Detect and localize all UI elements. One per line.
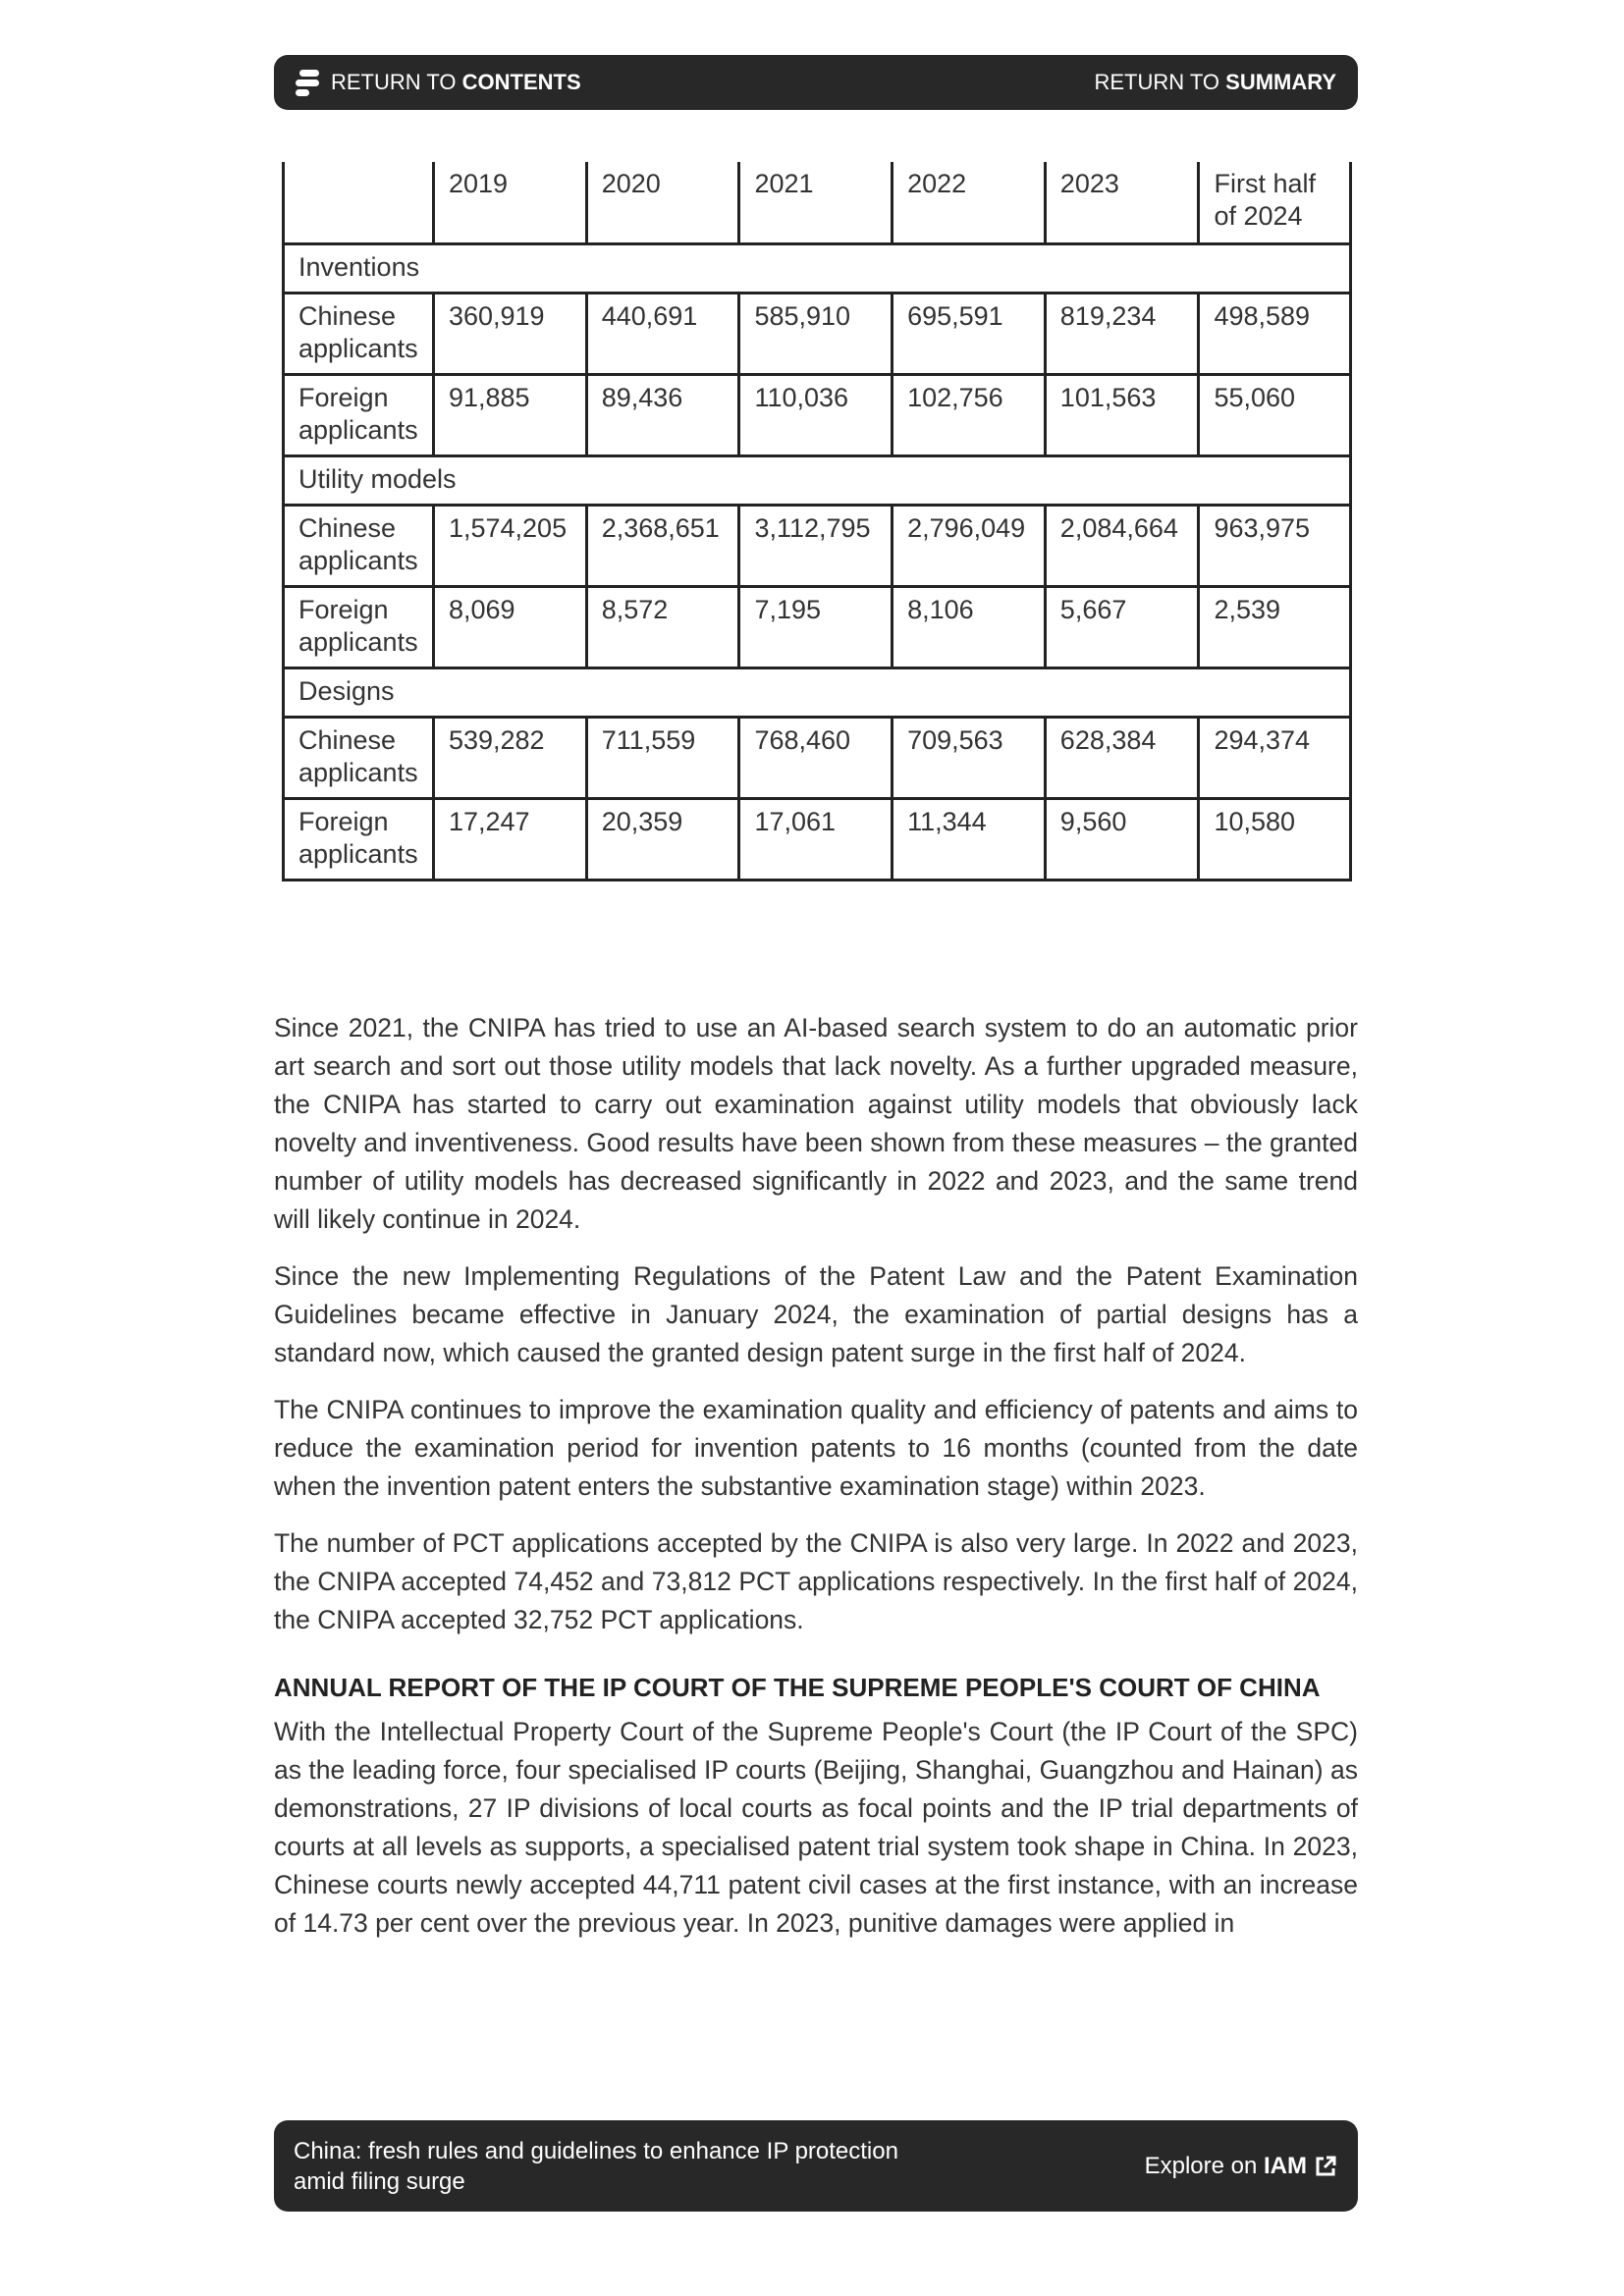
section-row: Designs: [282, 667, 1352, 719]
table-cell: 17,247: [431, 797, 588, 881]
return-to-summary-label: RETURN TO SUMMARY: [1094, 70, 1336, 95]
return-to-summary-link[interactable]: RETURN TO SUMMARY: [1094, 70, 1336, 95]
table-cell: 585,910: [737, 292, 894, 376]
article-title-line: amid filing surge: [294, 2167, 465, 2195]
label-bold: CONTENTS: [461, 70, 581, 94]
section-heading: ANNUAL REPORT OF THE IP COURT OF THE SUP…: [274, 1673, 1321, 1702]
explore-on-iam-link[interactable]: Explore on IAM: [1145, 2151, 1336, 2181]
table-cell: 9,560: [1043, 797, 1201, 881]
paragraph: The number of PCT applications accepted …: [274, 1528, 1358, 1634]
return-to-contents-link[interactable]: RETURN TO CONTENTS: [296, 69, 581, 96]
column-header: 2023: [1043, 162, 1201, 245]
paragraph: Since the new Implementing Regulations o…: [274, 1261, 1358, 1367]
paragraph: With the Intellectual Property Court of …: [274, 1717, 1358, 1938]
table-row: Chinese applicants 539,282 711,559 768,460 7…: [282, 716, 1352, 800]
table-cell: 498,589: [1197, 292, 1352, 376]
column-header: 2019: [431, 162, 588, 245]
paragraph: The CNIPA continues to improve the exami…: [274, 1395, 1358, 1501]
table-cell: 768,460: [737, 716, 894, 800]
table-cell: 360,919: [431, 292, 588, 376]
column-header: First half of 2024: [1197, 162, 1352, 245]
label-bold: SUMMARY: [1225, 70, 1336, 94]
table-cell: 628,384: [1043, 716, 1201, 800]
label-prefix: RETURN TO: [331, 70, 462, 94]
article-title-line: China: fresh rules and guidelines to enh…: [294, 2137, 898, 2164]
column-header: 2020: [584, 162, 741, 245]
table-cell: 8,069: [431, 585, 588, 669]
table-cell: 3,112,795: [737, 504, 894, 588]
section-row: Inventions: [282, 242, 1352, 294]
table-cell: 2,368,651: [584, 504, 741, 588]
table-row: Foreign applicants 8,069 8,572 7,195 8,106 5,…: [282, 585, 1352, 669]
table-cell: 20,359: [584, 797, 741, 881]
section-title: Utility models: [282, 454, 1352, 507]
external-link-icon: [1316, 2156, 1336, 2175]
table-cell: 7,195: [737, 585, 894, 669]
row-label: Foreign applicants: [282, 373, 435, 457]
section-title: Inventions: [282, 242, 1352, 294]
patent-grants-table: 2019 2020 2021 2022 2023 First half of 2024 In…: [282, 162, 1352, 881]
row-label: Chinese applicants: [282, 716, 435, 800]
table-cell: 110,036: [737, 373, 894, 457]
top-navigation-bar: RETURN TO CONTENTS RETURN TO SUMMARY: [274, 55, 1358, 110]
table-cell: 294,374: [1197, 716, 1352, 800]
label-prefix: RETURN TO: [1094, 70, 1226, 94]
footer-bar: China: fresh rules and guidelines to enh…: [274, 2120, 1358, 2212]
table-cell: 11,344: [891, 797, 1047, 881]
table-cell: 17,061: [737, 797, 894, 881]
table-cell: 711,559: [584, 716, 741, 800]
table-header-row: 2019 2020 2021 2022 2023 First half of 2024: [282, 162, 1352, 245]
table-cell: 89,436: [584, 373, 741, 457]
row-label: Foreign applicants: [282, 797, 435, 881]
section-row: Utility models: [282, 454, 1352, 507]
explore-label: Explore on IAM: [1145, 2151, 1307, 2181]
column-header: [282, 162, 435, 245]
label-prefix: Explore on: [1144, 2153, 1264, 2179]
table-cell: 709,563: [891, 716, 1047, 800]
table-row: Foreign applicants 91,885 89,436 110,036 102…: [282, 373, 1352, 457]
table-cell: 101,563: [1043, 373, 1201, 457]
table-cell: 5,667: [1043, 585, 1201, 669]
column-header: 2022: [891, 162, 1047, 245]
table-row: Chinese applicants 1,574,205 2,368,651 3,11…: [282, 504, 1352, 588]
table-cell: 539,282: [431, 716, 588, 800]
table-cell: 695,591: [891, 292, 1047, 376]
table-cell: 2,796,049: [891, 504, 1047, 588]
return-to-contents-label: RETURN TO CONTENTS: [331, 70, 581, 95]
article-title: China: fresh rules and guidelines to enh…: [294, 2136, 898, 2197]
table-cell: 440,691: [584, 292, 741, 376]
table-cell: 55,060: [1197, 373, 1352, 457]
label-bold: IAM: [1264, 2153, 1307, 2179]
table-cell: 819,234: [1043, 292, 1201, 376]
table-cell: 2,539: [1197, 585, 1352, 669]
article-body: Since 2021, the CNIPA has tried to use a…: [274, 1009, 1358, 1961]
table-cell: 1,574,205: [431, 504, 588, 588]
table-cell: 2,084,664: [1043, 504, 1201, 588]
row-label: Chinese applicants: [282, 504, 435, 588]
table-row: Foreign applicants 17,247 20,359 17,061 11,3…: [282, 797, 1352, 881]
row-label: Foreign applicants: [282, 585, 435, 669]
paragraph: Since 2021, the CNIPA has tried to use a…: [274, 1013, 1358, 1234]
section-title: Designs: [282, 667, 1352, 719]
table-row: Chinese applicants 360,919 440,691 585,910 6…: [282, 292, 1352, 376]
row-label: Chinese applicants: [282, 292, 435, 376]
table-cell: 963,975: [1197, 504, 1352, 588]
table-cell: 10,580: [1197, 797, 1352, 881]
column-header: 2021: [737, 162, 894, 245]
table-cell: 8,572: [584, 585, 741, 669]
table-cell: 8,106: [891, 585, 1047, 669]
table-cell: 91,885: [431, 373, 588, 457]
table-cell: 102,756: [891, 373, 1047, 457]
stacked-bars-icon: [296, 69, 319, 96]
